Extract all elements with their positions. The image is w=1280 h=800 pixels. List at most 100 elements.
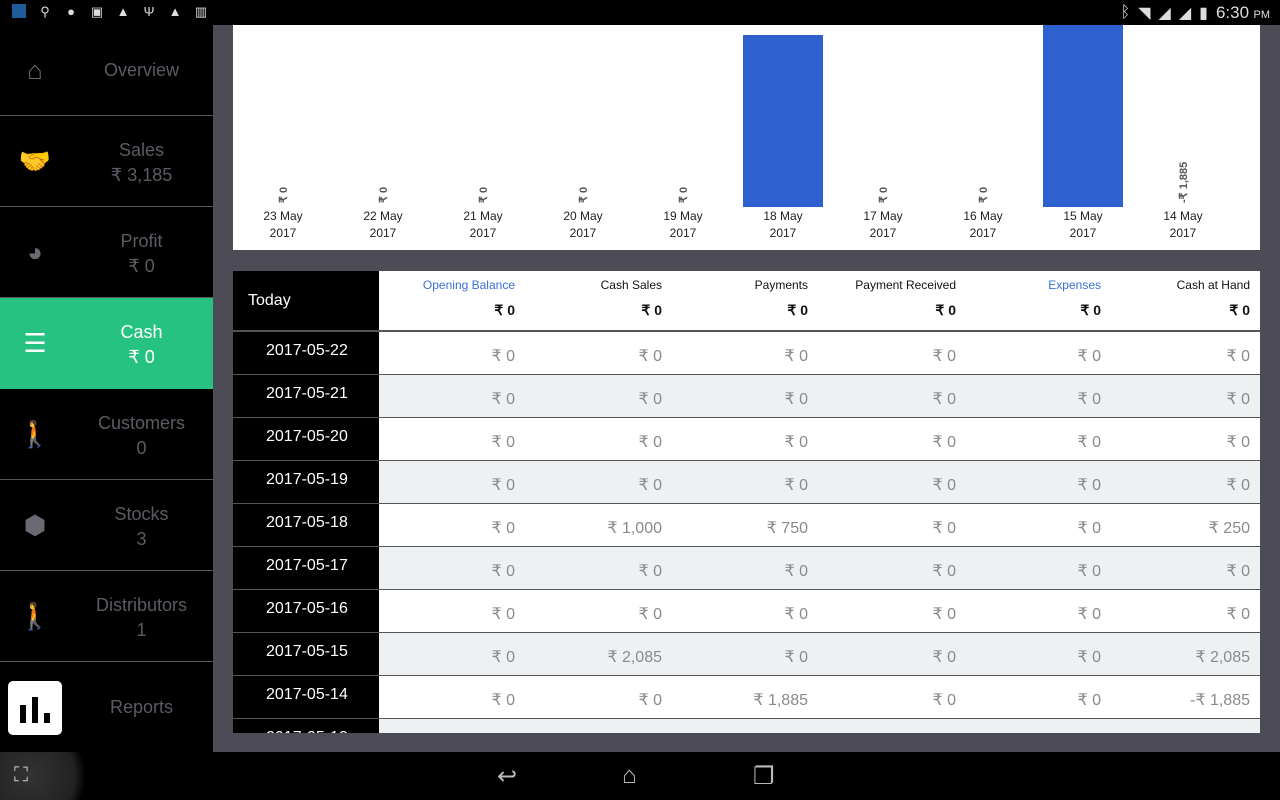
sidebar-item-label: Reports — [109, 697, 174, 717]
cell-value: ₹ 1,000 — [607, 520, 662, 537]
data-label: ₹ 0 — [878, 187, 890, 203]
row-date: 2017-05-17 — [233, 547, 379, 589]
row-date: 2017-05-16 — [233, 590, 379, 632]
sidebar-item-sales[interactable]: 🤝 Sales ₹ 3,185 — [0, 116, 213, 207]
cell-value: ₹ 0 — [784, 563, 808, 580]
table-row[interactable]: 2017-05-21 ₹ 0 ₹ 0 ₹ 0 ₹ 0 ₹ 0 ₹ 0 — [233, 375, 1260, 418]
cell-value: ₹ 0 — [638, 563, 662, 580]
table-row[interactable]: 2017-05-15 ₹ 0 ₹ 2,085 ₹ 0 ₹ 0 ₹ 0 ₹ 2,085 — [233, 633, 1260, 676]
data-label: ₹ 0 — [578, 187, 590, 203]
cell-value: ₹ 0 — [491, 348, 515, 365]
x-tick-label: 15 May — [1063, 209, 1102, 223]
cell-value — [956, 719, 1101, 733]
cell-value: ₹ 0 — [784, 477, 808, 494]
x-tick-label: 22 May — [363, 209, 402, 223]
column-header: Payments ₹ 0 — [662, 271, 808, 330]
column-header-label: Cash Sales — [600, 278, 662, 292]
cell-value: ₹ 0 — [932, 434, 956, 451]
sidebar-item-reports[interactable]: Reports — [0, 662, 213, 753]
back-button[interactable]: ↩ — [497, 763, 518, 790]
today-value: ₹ 0 — [641, 302, 662, 318]
sidebar-item-distributors[interactable]: 🚶 Distributors 1 — [0, 571, 213, 662]
scan-icon[interactable]: ⛶ — [0, 752, 85, 800]
sidebar-item-customers[interactable]: 🚶 Customers 0 — [0, 389, 213, 480]
x-tick-label: 2017 — [470, 226, 497, 240]
image-icon: ▣ — [90, 4, 104, 19]
home-icon: ⌂ — [27, 55, 43, 85]
location-icon: ● — [67, 4, 75, 19]
sidebar-item-label: Cash — [120, 322, 163, 342]
cell-value — [379, 719, 515, 733]
cell-value: ₹ 0 — [491, 391, 515, 408]
cell-value: ₹ 0 — [1077, 348, 1101, 365]
bar[interactable] — [1043, 25, 1123, 207]
bar[interactable] — [743, 35, 823, 207]
customer-icon: 🚶 — [18, 419, 52, 449]
signal-icon: ◢ — [1178, 5, 1192, 22]
usb-icon: Ψ — [143, 4, 155, 19]
data-label: -₹ 1,885 — [1178, 162, 1190, 203]
data-label: ₹ 0 — [378, 187, 390, 203]
column-header[interactable]: Expenses ₹ 0 — [956, 271, 1101, 330]
cell-value — [1101, 719, 1250, 733]
x-tick-label: 2017 — [370, 226, 397, 240]
table-row[interactable]: 2017-05-19 ₹ 0 ₹ 0 ₹ 0 ₹ 0 ₹ 0 ₹ 0 — [233, 461, 1260, 504]
column-header: Cash Sales ₹ 0 — [515, 271, 662, 330]
today-value: ₹ 0 — [1080, 302, 1101, 318]
sidebar-item-cash[interactable]: ☰ Cash ₹ 0 — [0, 298, 213, 389]
today-label: Today — [233, 271, 379, 330]
cell-value: ₹ 0 — [491, 477, 515, 494]
table-row[interactable]: 2017-05-13 — [233, 719, 1260, 733]
column-header-label: Expenses — [1048, 278, 1101, 292]
sidebar-item-value: 1 — [136, 620, 147, 640]
data-label: ₹ 0 — [478, 187, 490, 203]
x-tick-label: 2017 — [1070, 226, 1097, 240]
table-row[interactable]: 2017-05-17 ₹ 0 ₹ 0 ₹ 0 ₹ 0 ₹ 0 ₹ 0 — [233, 547, 1260, 590]
cell-value: ₹ 0 — [491, 434, 515, 451]
cell-value — [662, 719, 808, 733]
cell-value: ₹ 250 — [1208, 520, 1250, 537]
home-button[interactable]: ⌂ — [622, 762, 637, 789]
handshake-icon: 🤝 — [18, 146, 52, 176]
table-row[interactable]: 2017-05-16 ₹ 0 ₹ 0 ₹ 0 ₹ 0 ₹ 0 ₹ 0 — [233, 590, 1260, 633]
cell-value: ₹ 0 — [1226, 434, 1250, 451]
table-row[interactable]: 2017-05-14 ₹ 0 ₹ 0 ₹ 1,885 ₹ 0 ₹ 0 -₹ 1,885 — [233, 676, 1260, 719]
x-tick-label: 2017 — [570, 226, 597, 240]
sidebar-item-value: 0 — [136, 438, 147, 458]
clock-ampm: PM — [1253, 9, 1271, 21]
x-tick-label: 18 May — [763, 209, 802, 223]
table-row[interactable]: 2017-05-18 ₹ 0 ₹ 1,000 ₹ 750 ₹ 0 ₹ 0 ₹ 250 — [233, 504, 1260, 547]
signal-icon: ◢ — [1158, 5, 1171, 22]
data-label: ₹ 0 — [678, 187, 690, 203]
bluetooth-icon: ᛒ — [1120, 4, 1131, 21]
column-header-label: Payments — [754, 278, 808, 292]
cell-value: ₹ 0 — [491, 692, 515, 709]
sidebar-item-stocks[interactable]: ⬢ Stocks 3 — [0, 480, 213, 571]
cell-value — [515, 719, 662, 733]
cell-value: ₹ 0 — [1077, 520, 1101, 537]
sidebar-item-value: ₹ 3,185 — [110, 165, 173, 185]
sidebar-item-overview[interactable]: ⌂ Overview — [0, 25, 213, 116]
today-value: ₹ 0 — [787, 302, 808, 318]
table-row[interactable]: 2017-05-20 ₹ 0 ₹ 0 ₹ 0 ₹ 0 ₹ 0 ₹ 0 — [233, 418, 1260, 461]
cell-value: ₹ 0 — [784, 348, 808, 365]
row-date: 2017-05-15 — [233, 633, 379, 675]
chart-svg: ₹ 0 23 May 2017 ₹ 0 22 May 2017 ₹ 0 21 May 2017 ₹… — [263, 25, 1203, 240]
column-header[interactable]: Opening Balance ₹ 0 — [379, 271, 515, 330]
cell-value: ₹ 0 — [491, 649, 515, 666]
sidebar-item-label: Overview — [103, 60, 179, 80]
cash-table[interactable]: Today Opening Balance ₹ 0 Cash Sales ₹ 0 Pay… — [233, 271, 1260, 733]
cash-chart: ₹ 0 23 May 2017 ₹ 0 22 May 2017 ₹ 0 21 May 2017 ₹… — [233, 25, 1260, 250]
cell-value: ₹ 0 — [932, 520, 956, 537]
sidebar-item-profit[interactable]: ◕ Profit ₹ 0 — [0, 207, 213, 298]
cell-value: ₹ 0 — [491, 520, 515, 537]
recent-apps-button[interactable]: ❐ — [753, 763, 775, 790]
cell-value: ₹ 1,885 — [753, 692, 808, 709]
column-header-label: Payment Received — [855, 278, 956, 292]
cell-value: ₹ 0 — [1226, 606, 1250, 623]
row-date: 2017-05-13 — [233, 719, 379, 733]
x-tick-label: 16 May — [963, 209, 1002, 223]
x-tick-label: 19 May — [663, 209, 702, 223]
x-tick-label: 2017 — [870, 226, 897, 240]
table-row[interactable]: 2017-05-22 ₹ 0 ₹ 0 ₹ 0 ₹ 0 ₹ 0 ₹ 0 — [233, 332, 1260, 375]
